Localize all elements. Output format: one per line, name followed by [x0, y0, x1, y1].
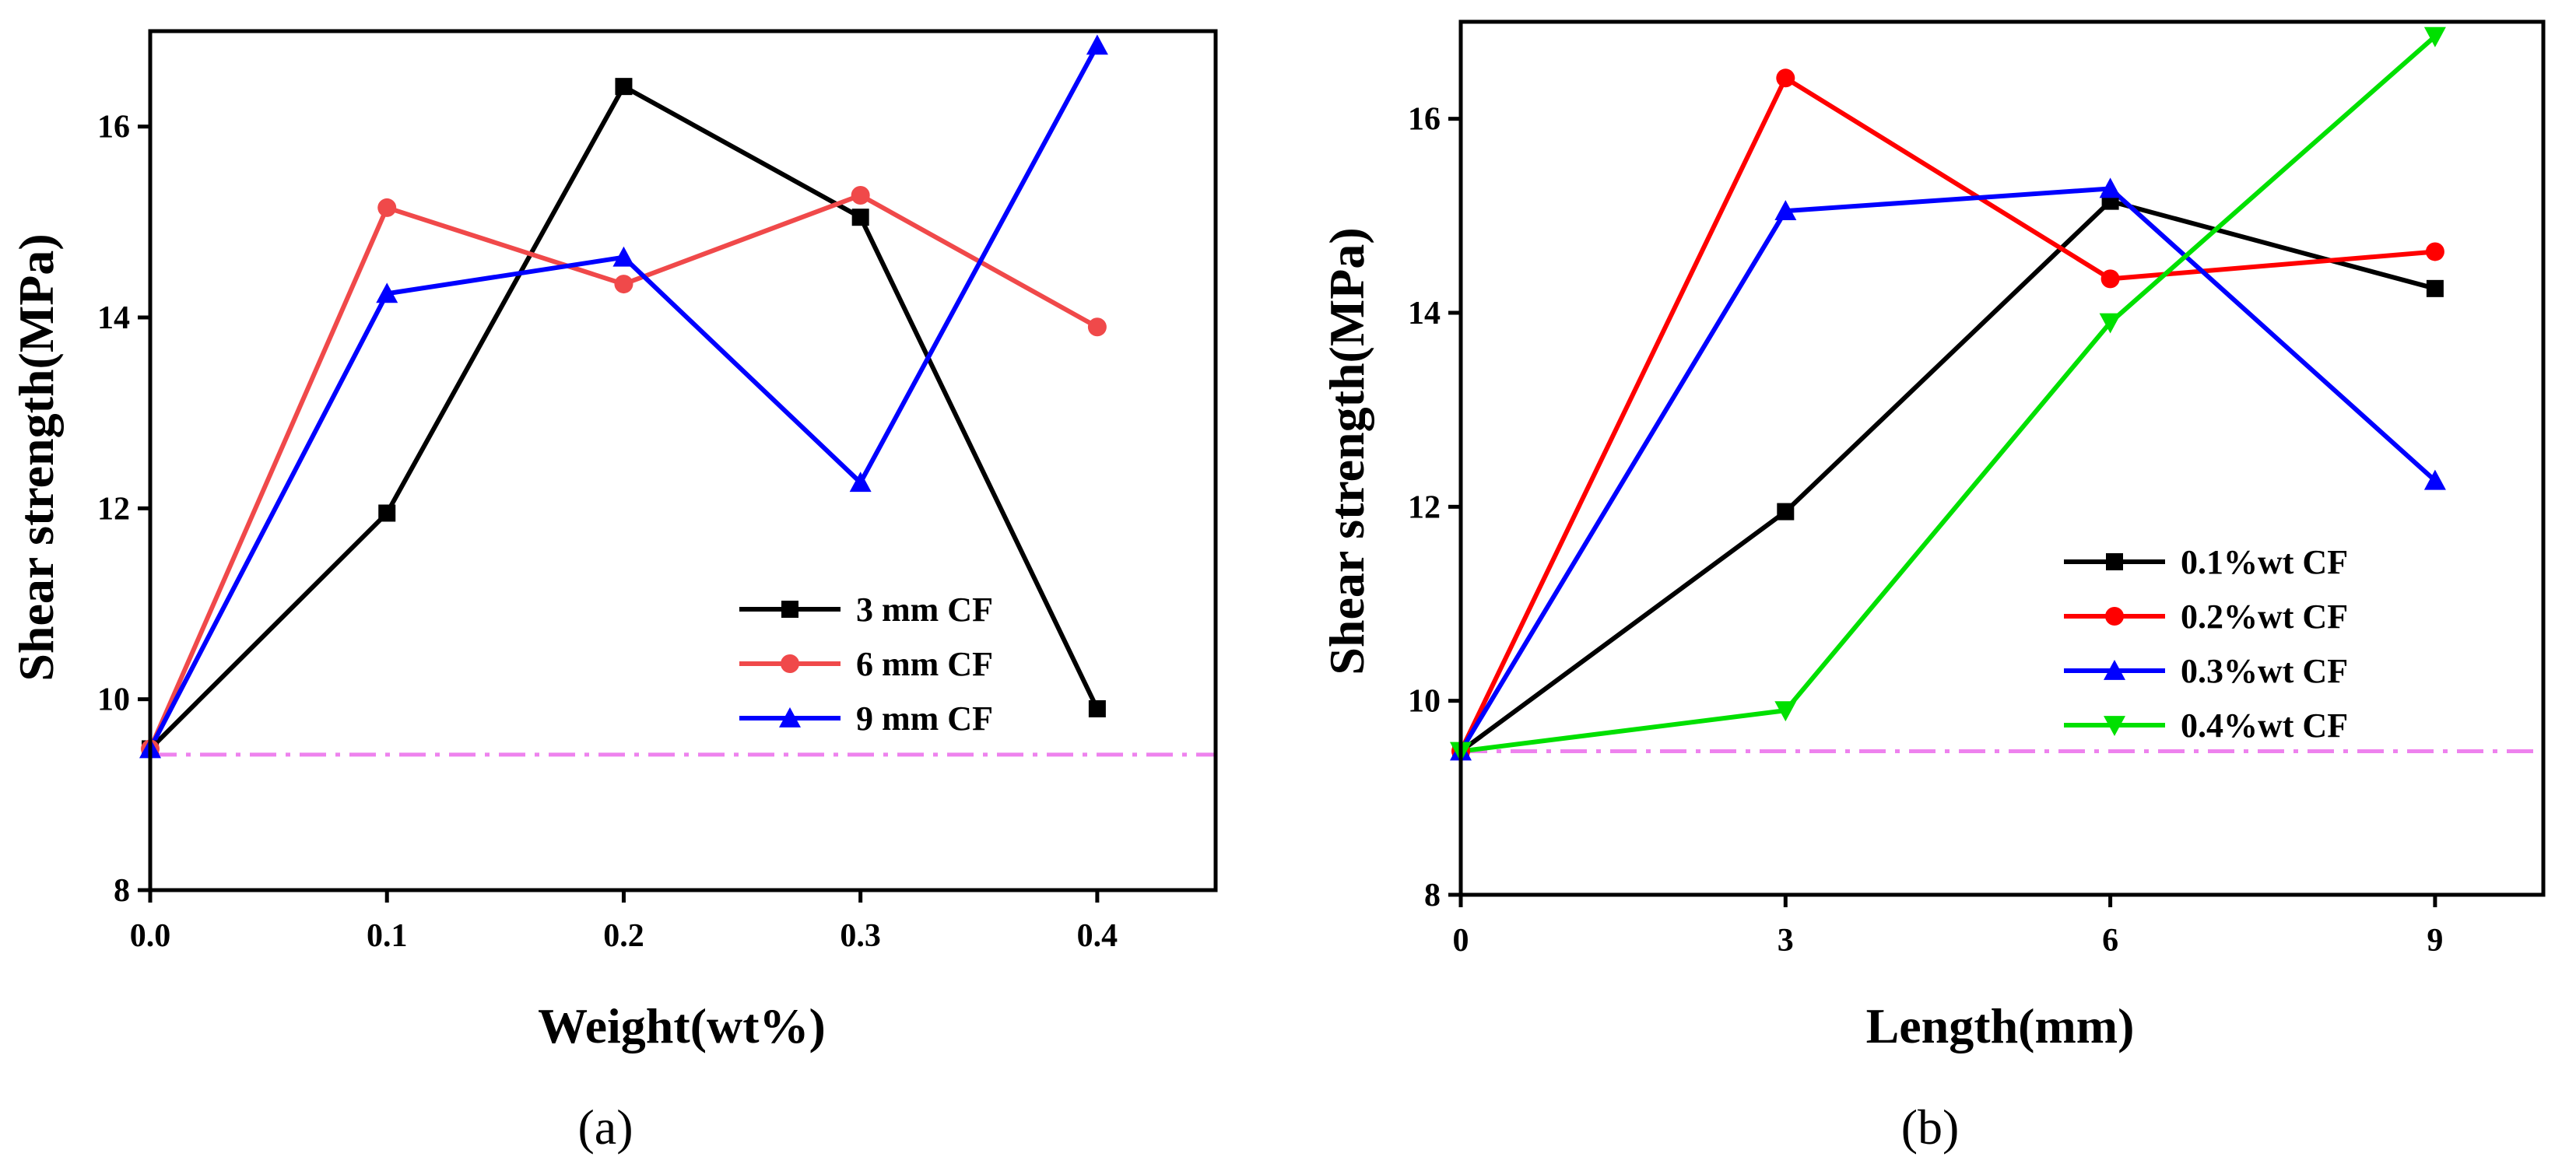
chart-b-legend-label-2: 0.3%wt CF: [2181, 652, 2348, 690]
chart-a-series-1-point-1: [377, 198, 397, 217]
chart-a-series-1-point-4: [1087, 317, 1107, 337]
chart-b-y-tick-label-4: 16: [1408, 102, 1441, 138]
chart-b-x-tick-label-0: 0: [1453, 923, 1469, 959]
chart-b-x-tick-label-3: 9: [2427, 923, 2443, 959]
chart-a-legend-marker-1: [781, 654, 799, 673]
chart-a-y-tick-label-4: 16: [97, 110, 130, 146]
chart-b-series-3-point-1: [1774, 701, 1797, 722]
chart-a-series-0-point-1: [378, 504, 396, 522]
chart-a-series-0-point-3: [851, 209, 869, 226]
chart-b-legend-marker-0: [2106, 553, 2123, 570]
chart-b-legend-label-3: 0.4%wt CF: [2181, 706, 2348, 745]
chart-b-series-line-3: [1460, 34, 2437, 754]
chart-b-series-line-1: [1458, 75, 2436, 752]
chart-b-legend-marker-2: [2104, 660, 2125, 680]
chart-b-legend-label-1: 0.2%wt CF: [2181, 598, 2348, 636]
chart-a-y-tick-label-3: 14: [97, 300, 130, 336]
chart-b: 0 3 6 9 8 10 12 14 16 0.1%wt CF 0.2%wt CF 0.3%wt CF…: [1319, 19, 2546, 1155]
chart-a-x-tick-label-4: 0.4: [1077, 918, 1118, 954]
chart-b-series-1-point-1: [1776, 68, 1795, 88]
chart-b-y-tick-label-0: 8: [1424, 878, 1441, 913]
chart-b-series-line-0: [1459, 198, 2436, 753]
chart-a-legend-label-0: 3 mm CF: [856, 591, 993, 629]
chart-b-x-axis-title: Length(mm): [1866, 998, 2135, 1054]
chart-b-series-3-point-3: [2423, 26, 2446, 47]
chart-a-series-2-point-1: [376, 282, 398, 303]
chart-a-series-1-point-2: [614, 275, 633, 294]
chart-b-series-line-2: [1458, 186, 2437, 753]
chart-a-series-line-2: [148, 44, 1100, 750]
chart-b-panel-label: (b): [1901, 1099, 1960, 1155]
chart-a-series-1-point-3: [851, 185, 870, 205]
chart-a-legend-label-1: 6 mm CF: [856, 645, 993, 683]
chart-a-x-tick-label-3: 0.3: [840, 918, 881, 954]
chart-b-legend-marker-1: [2105, 607, 2124, 626]
chart-a-x-axis-title: Weight(wt%): [538, 998, 826, 1054]
chart-b-series-2-point-1: [1774, 200, 1797, 220]
chart-b-series-2-point-2: [2099, 177, 2122, 198]
chart-a-legend-marker-0: [781, 601, 798, 618]
chart-b-series-0-point-1: [1777, 503, 1795, 521]
chart-b-legend-label-0: 0.1%wt CF: [2181, 543, 2348, 581]
chart-a-y-tick-label-2: 12: [97, 491, 130, 527]
chart-a-panel-label: (a): [577, 1099, 633, 1155]
chart-b-y-tick-label-1: 10: [1408, 684, 1441, 720]
chart-a-series-0-point-4: [1088, 699, 1106, 717]
chart-b-x-tick-label-2: 6: [2102, 923, 2118, 959]
chart-b-series-2-point-3: [2423, 469, 2446, 490]
chart-a-y-tick-label-0: 8: [114, 873, 130, 909]
chart-b-series-1-point-2: [2100, 269, 2120, 289]
chart-b-series-3-point-2: [2099, 313, 2122, 334]
chart-b-x-tick-label-1: 3: [1778, 923, 1794, 959]
chart-a-axis-frame: [148, 29, 1218, 892]
chart-b-axis-frame: [1458, 19, 2546, 897]
chart-b-legend-marker-3: [2104, 716, 2125, 736]
chart-a-series-0-point-2: [615, 78, 633, 96]
chart-a-legend-marker-2: [779, 707, 801, 728]
chart-a-y-axis-title: Shear strength(MPa): [9, 233, 64, 681]
chart-b-series-0-point-3: [2426, 279, 2444, 297]
chart-b-y-axis-title: Shear strength(MPa): [1319, 227, 1374, 675]
chart-a-x-tick-label-0: 0.0: [130, 918, 171, 954]
chart-b-y-tick-label-3: 14: [1408, 296, 1441, 331]
chart-a-series-2-point-3: [849, 472, 872, 493]
chart-a-x-tick-label-2: 0.2: [603, 918, 644, 954]
chart-a-series-2-point-2: [612, 246, 635, 267]
chart-a-legend-label-2: 9 mm CF: [856, 699, 993, 738]
chart-a: 0.0 0.1 0.2 0.3 0.4 8 10 12 14 16 3 mm CF 6 mm CF 9 …: [9, 29, 1218, 1155]
chart-a-series-2-point-4: [1086, 34, 1108, 55]
chart-b-series-1-point-3: [2425, 242, 2444, 261]
chart-b-y-tick-label-2: 12: [1408, 489, 1441, 525]
chart-a-x-tick-label-1: 0.1: [367, 918, 408, 954]
chart-a-y-tick-label-1: 10: [97, 682, 130, 718]
